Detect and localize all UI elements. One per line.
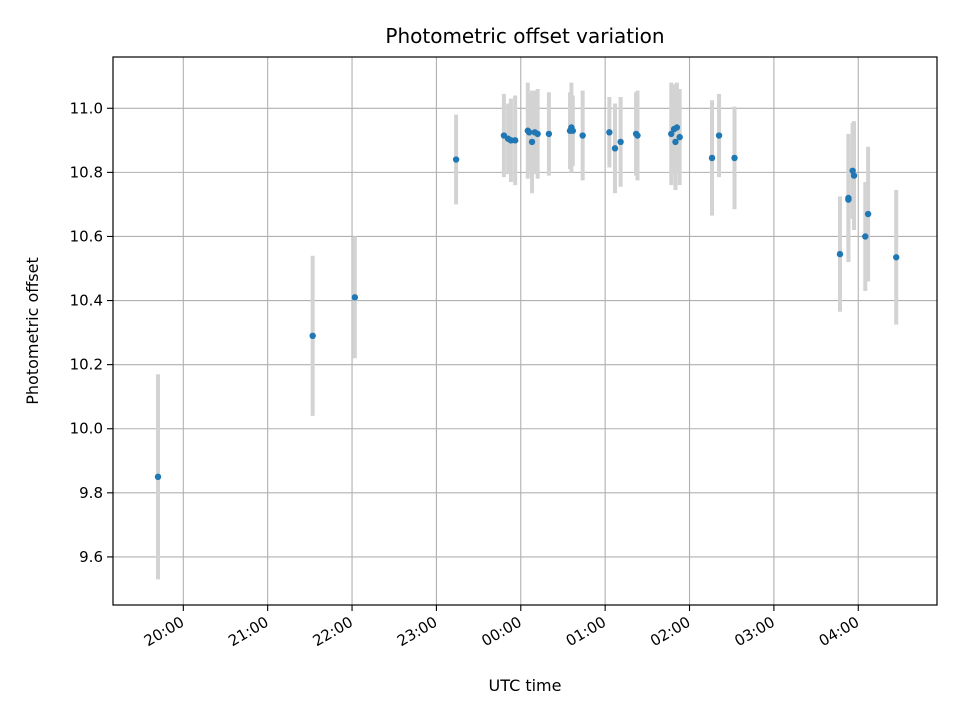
data-points: [154, 124, 900, 481]
y-tick-label: 9.8: [79, 484, 103, 502]
grid: [113, 57, 937, 605]
data-point: [850, 172, 858, 179]
data-point: [154, 473, 162, 481]
data-point: [611, 145, 619, 152]
data-point: [676, 133, 683, 141]
data-point: [715, 132, 723, 139]
data-point: [452, 156, 460, 163]
chart-title: Photometric offset variation: [385, 24, 664, 48]
data-point: [579, 132, 586, 139]
data-point: [351, 294, 359, 301]
data-point: [606, 129, 613, 136]
data-point: [864, 210, 872, 218]
y-tick-label: 10.0: [70, 420, 103, 438]
data-point: [545, 130, 553, 138]
data-point: [634, 132, 641, 139]
x-axis-label: UTC time: [489, 676, 562, 695]
y-tick-label: 9.6: [79, 548, 103, 566]
data-point: [893, 254, 900, 261]
y-tick-label: 10.4: [70, 292, 103, 310]
data-point: [569, 127, 577, 134]
data-point: [668, 130, 675, 138]
y-tick-label: 10.2: [70, 356, 103, 374]
data-point: [708, 154, 716, 162]
data-point: [617, 138, 624, 146]
data-point: [673, 124, 681, 131]
data-point: [511, 137, 519, 144]
data-point: [731, 154, 738, 162]
data-point: [849, 167, 856, 174]
y-tick-label: 10.6: [70, 227, 103, 245]
y-tick-label: 10.8: [70, 163, 103, 181]
y-axis: 9.6 9.8 10.0 10.2 10.4 10.6 10.8 11.0: [70, 99, 113, 566]
plot-frame: [112, 56, 938, 606]
data-point: [845, 194, 852, 202]
data-point: [836, 250, 844, 258]
data-point: [528, 138, 536, 146]
data-point: [672, 138, 679, 146]
data-point: [526, 129, 533, 136]
data-point: [534, 130, 541, 138]
data-point: [309, 332, 316, 340]
y-tick-label: 11.0: [70, 99, 103, 117]
data-point: [862, 233, 869, 240]
y-axis-label: Photometric offset: [23, 257, 42, 405]
